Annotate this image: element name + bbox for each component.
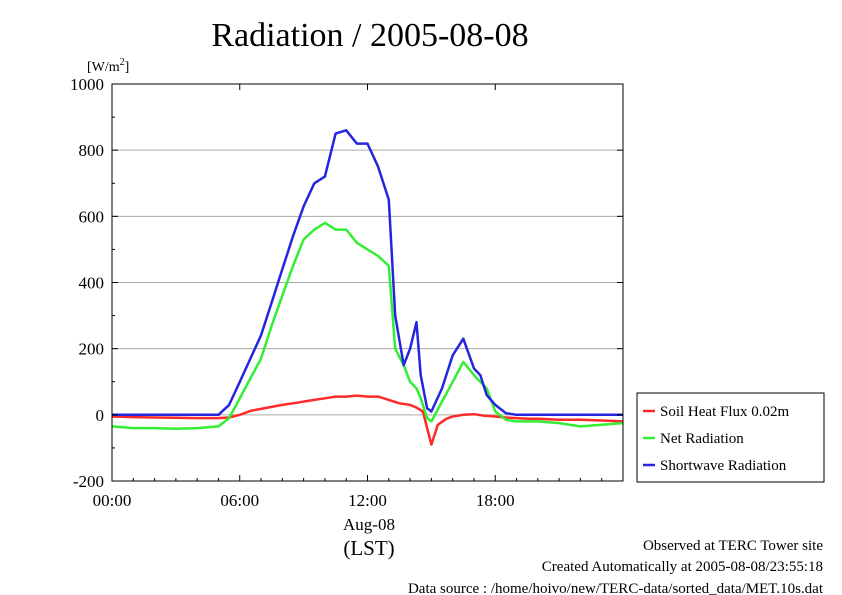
y-unit-main: [W/m bbox=[87, 60, 120, 75]
y-tick-label-1: 0 bbox=[96, 406, 105, 425]
x-tick-label-0: 00:00 bbox=[93, 491, 132, 510]
x-axis-timezone-label: (LST) bbox=[343, 536, 394, 560]
series-lines bbox=[111, 129, 624, 446]
x-tick-label-3: 18:00 bbox=[476, 491, 515, 510]
y-axis-unit-label: [W/m2] bbox=[87, 57, 129, 75]
y-unit-close: ] bbox=[125, 60, 130, 75]
grid-lines bbox=[112, 149, 623, 416]
legend-label-1: Net Radiation bbox=[660, 431, 744, 447]
y-tick-label-6: 1000 bbox=[70, 75, 104, 94]
y-axis-ticks: -200 0 200 400 600 800 1000 bbox=[70, 75, 623, 491]
legend-label-2: Shortwave Radiation bbox=[660, 458, 787, 474]
y-unit-superscript: 2 bbox=[120, 57, 125, 68]
series-line-net-radiation bbox=[111, 221, 624, 430]
y-tick-label-2: 200 bbox=[79, 340, 105, 359]
series-line-soil-heat-flux-0-02m bbox=[111, 394, 624, 446]
annotation-site: Observed at TERC Tower site bbox=[643, 538, 823, 554]
y-tick-label-0: -200 bbox=[73, 472, 104, 491]
y-tick-label-4: 600 bbox=[79, 207, 105, 226]
legend: Soil Heat Flux 0.02m Net Radiation Shortwa… bbox=[636, 392, 825, 483]
legend-box bbox=[636, 392, 825, 483]
chart-title: Radiation / 2005-08-08 bbox=[211, 17, 528, 54]
legend-label-0: Soil Heat Flux 0.02m bbox=[660, 404, 790, 420]
series-line-shortwave-radiation bbox=[112, 129, 623, 417]
x-axis-date-label: Aug-08 bbox=[343, 515, 395, 534]
x-tick-label-2: 12:00 bbox=[348, 491, 387, 510]
y-tick-label-3: 400 bbox=[79, 274, 105, 293]
x-tick-label-1: 06:00 bbox=[220, 491, 259, 510]
y-tick-label-5: 800 bbox=[79, 141, 105, 160]
annotation-created: Created Automatically at 2005-08-08/23:5… bbox=[542, 559, 823, 575]
x-axis-ticks: 00:00 06:00 12:00 18:00 bbox=[93, 84, 603, 510]
annotation-source: Data source : /home/hoivo/new/TERC-data/… bbox=[408, 581, 824, 595]
